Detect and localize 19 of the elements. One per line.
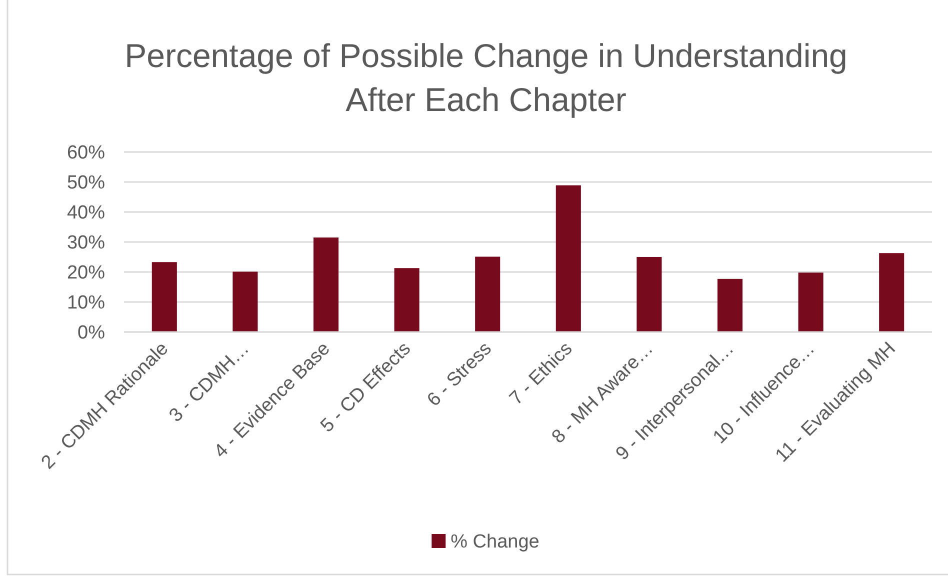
chart-title: Percentage of Possible Change in Understanding After Each Chapter xyxy=(124,37,848,118)
bar xyxy=(152,262,177,332)
y-tick-label: 60% xyxy=(66,142,106,164)
y-tick-label: 30% xyxy=(66,232,106,254)
bar xyxy=(556,185,581,332)
bar xyxy=(798,272,824,332)
y-tick-label: 10% xyxy=(66,292,106,314)
legend-label: % Change xyxy=(450,532,540,553)
y-tick-label: 0% xyxy=(78,322,106,344)
bar xyxy=(394,268,420,332)
bar xyxy=(879,253,904,332)
bar xyxy=(232,272,258,332)
bar xyxy=(636,257,662,332)
bar xyxy=(475,256,500,332)
y-tick-label: 50% xyxy=(66,172,106,194)
y-tick-label: 40% xyxy=(66,202,106,224)
bar xyxy=(313,238,339,332)
y-tick-label: 20% xyxy=(66,262,106,284)
bar xyxy=(717,278,743,332)
